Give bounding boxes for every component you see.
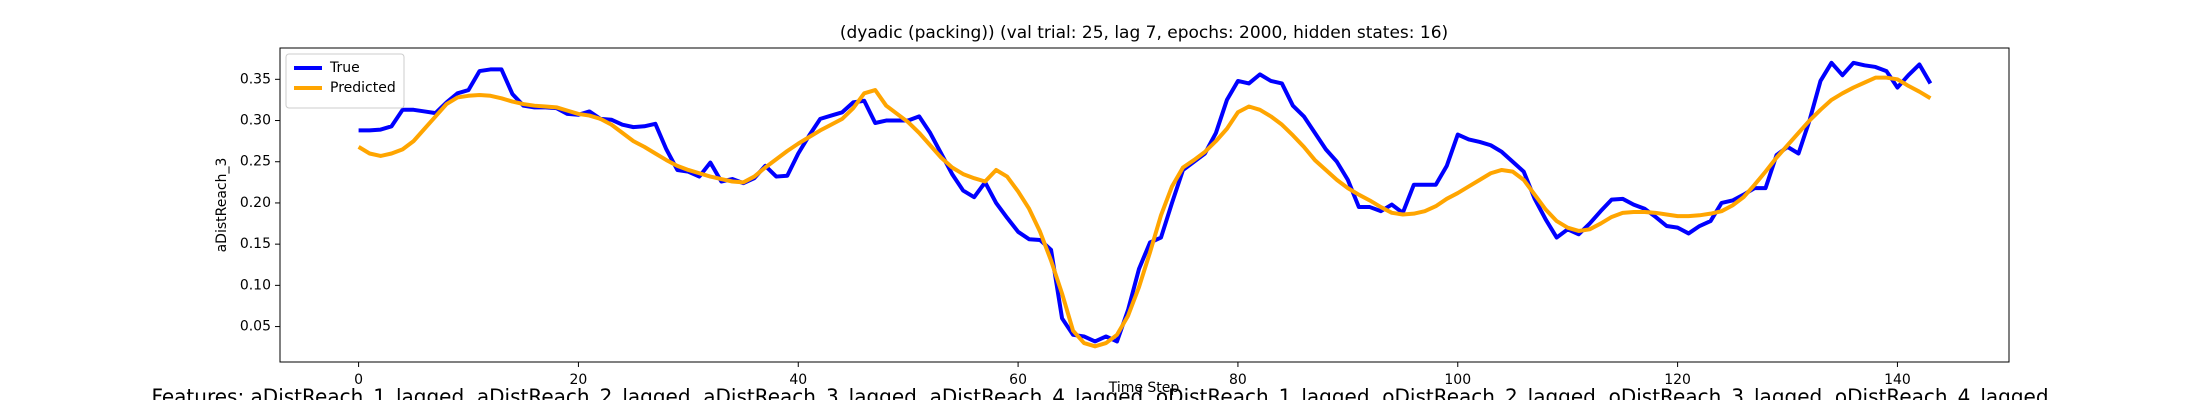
x-tick-label: 0 (354, 372, 363, 388)
x-tick-label: 140 (1884, 372, 1911, 388)
x-axis-label: Time Step (1108, 380, 1180, 396)
x-tick-label: 20 (570, 372, 588, 388)
x-tick-label: 80 (1229, 372, 1247, 388)
y-tick-label: 0.35 (240, 71, 271, 87)
y-tick-label: 0.25 (240, 154, 271, 170)
y-tick-label: 0.10 (240, 277, 271, 293)
y-tick-label: 0.15 (240, 236, 271, 252)
y-axis-label: aDistReach_3 (214, 158, 230, 253)
x-tick-label: 100 (1444, 372, 1471, 388)
data-line (357, 75, 1932, 349)
plot-frame (279, 47, 2010, 363)
y-tick-label: 0.20 (240, 195, 271, 211)
x-tick-label: 120 (1664, 372, 1691, 388)
y-tick-label: 0.05 (240, 319, 271, 335)
x-tick-label: 60 (1009, 372, 1027, 388)
x-tick-label: 40 (789, 372, 807, 388)
data-line (358, 60, 1933, 344)
legend-label: True (329, 60, 360, 76)
chart-title: (dyadic (packing)) (val trial: 25, lag 7… (840, 23, 1448, 43)
y-tick-label: 0.30 (240, 113, 271, 129)
features-note: Features: aDistReach_1_lagged, aDistReac… (151, 385, 2048, 400)
legend-label: Predicted (330, 80, 396, 96)
